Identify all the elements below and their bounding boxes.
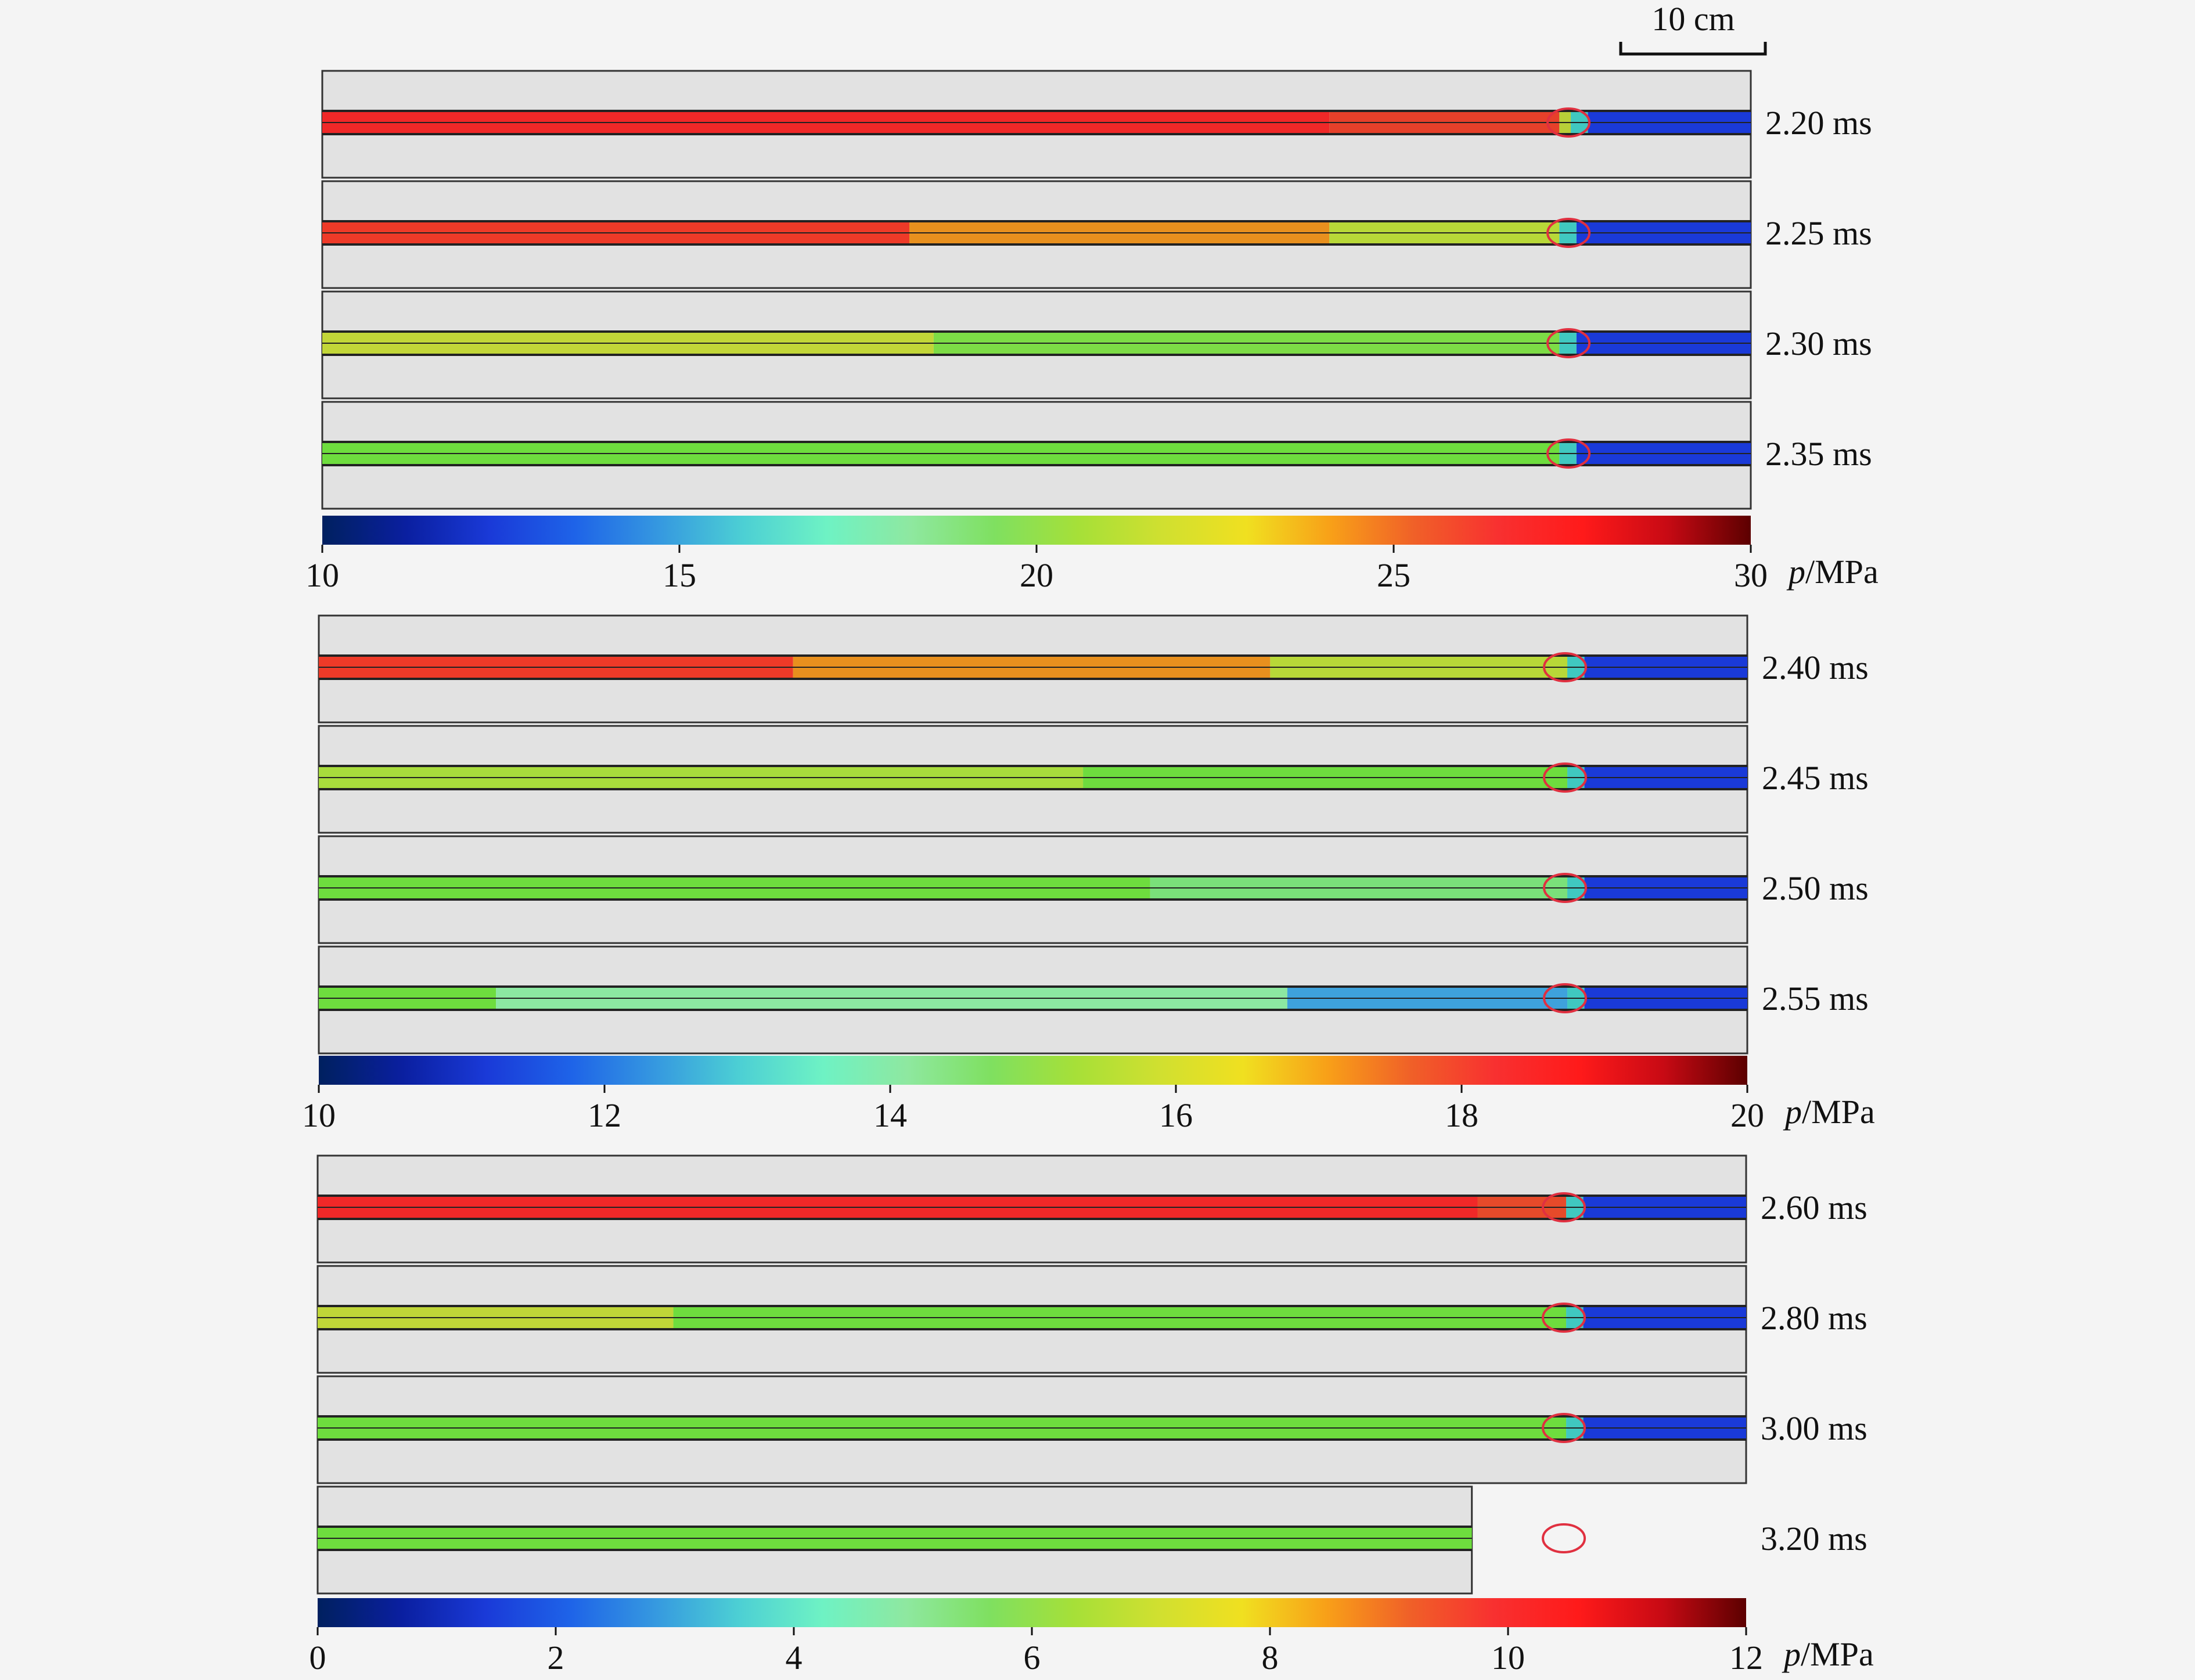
colorbar-tick-label: 8: [1262, 1639, 1279, 1677]
projectile-marker: [1546, 328, 1591, 358]
time-label: 2.80 ms: [1761, 1299, 1867, 1337]
panel-1: 2.20 ms 2.25 ms 2.30 ms 2.35 ms 10 15 20 25 30 p/…: [305, 70, 1879, 594]
time-row: 2.60 ms: [316, 1154, 1867, 1264]
colorbar-tick-label: 20: [1730, 1096, 1764, 1134]
time-label: 3.00 ms: [1761, 1409, 1867, 1447]
time-label: 2.55 ms: [1762, 980, 1869, 1017]
projectile-marker: [1542, 1303, 1586, 1333]
colorbar-tick-label: 16: [1159, 1096, 1193, 1134]
colorbar-tick-label: 20: [1020, 556, 1053, 594]
colorbar: 0 2 4 6 8 10 12 p/MPa: [310, 1598, 1874, 1677]
colorbar-tick-label: 12: [1729, 1639, 1763, 1677]
projectile-marker: [1543, 983, 1588, 1013]
time-label: 2.40 ms: [1762, 649, 1869, 686]
time-row: 2.45 ms: [318, 725, 1869, 834]
colorbar: 10 15 20 25 30 p/MPa: [305, 516, 1879, 594]
scale-bar: 10 cm: [1619, 0, 1767, 56]
time-label: 2.50 ms: [1762, 869, 1869, 907]
colorbar-tick-label: 6: [1024, 1639, 1041, 1677]
colorbar: 10 12 14 16 18 20 p/MPa: [302, 1056, 1875, 1134]
scale-bar-line: [1619, 42, 1767, 56]
colorbar-tick-label: 30: [1734, 556, 1768, 594]
scale-bar-label: 10 cm: [1651, 0, 1735, 38]
panel-3: 2.60 ms 2.80 ms 3.00 ms 3.20 ms 0 2 4 6 8 10 12 p/M…: [310, 1154, 1874, 1677]
projectile-marker: [1543, 652, 1588, 682]
time-label: 2.45 ms: [1762, 759, 1869, 797]
time-row: 2.35 ms: [321, 401, 1872, 510]
colorbar-tick-label: 14: [873, 1096, 907, 1134]
projectile-marker: [1543, 873, 1588, 903]
colorbar-ramp: [319, 1056, 1747, 1085]
projectile-marker: [1546, 438, 1591, 469]
time-row: 3.20 ms: [316, 1485, 1867, 1595]
projectile-marker: [1543, 762, 1588, 793]
time-row: 2.20 ms: [321, 70, 1872, 179]
colorbar-tick-label: 15: [663, 556, 696, 594]
colorbar-axis-label: p/MPa: [1783, 1093, 1875, 1131]
time-row: 3.00 ms: [316, 1375, 1867, 1484]
colorbar-tick-label: 0: [310, 1639, 326, 1677]
time-label: 2.35 ms: [1765, 435, 1872, 473]
time-label: 2.60 ms: [1761, 1189, 1867, 1226]
time-row: 2.25 ms: [321, 180, 1872, 289]
colorbar-tick-label: 2: [548, 1639, 564, 1677]
colorbar-ramp: [322, 516, 1751, 545]
time-row: 2.40 ms: [318, 614, 1869, 724]
projectile-marker: [1542, 1413, 1586, 1443]
time-label: 2.30 ms: [1765, 325, 1872, 362]
colorbar-tick-label: 12: [588, 1096, 621, 1134]
time-label: 2.20 ms: [1765, 104, 1872, 142]
colorbar-axis-label: p/MPa: [1786, 553, 1879, 591]
colorbar-tick-label: 4: [786, 1639, 803, 1677]
projectile-marker: [1542, 1192, 1586, 1222]
time-row: 2.30 ms: [321, 290, 1872, 400]
time-label: 3.20 ms: [1761, 1520, 1867, 1557]
time-row: 2.80 ms: [316, 1265, 1867, 1374]
colorbar-tick-label: 10: [1491, 1639, 1525, 1677]
time-row: 2.50 ms: [318, 835, 1869, 944]
panel-2: 2.40 ms 2.45 ms 2.50 ms 2.55 ms 10 12 14 16 18 20…: [302, 614, 1875, 1134]
projectile-marker: [1546, 218, 1591, 248]
colorbar-tick-label: 25: [1377, 556, 1410, 594]
colorbar-tick-label: 10: [302, 1096, 336, 1134]
time-label: 2.25 ms: [1765, 214, 1872, 252]
colorbar-tick-label: 18: [1445, 1096, 1478, 1134]
projectile-marker: [1546, 107, 1591, 138]
time-row: 2.55 ms: [318, 945, 1869, 1055]
projectile-marker: [1542, 1523, 1586, 1553]
colorbar-tick-label: 10: [305, 556, 339, 594]
colorbar-axis-label: p/MPa: [1782, 1635, 1874, 1673]
colorbar-ramp: [318, 1598, 1746, 1627]
